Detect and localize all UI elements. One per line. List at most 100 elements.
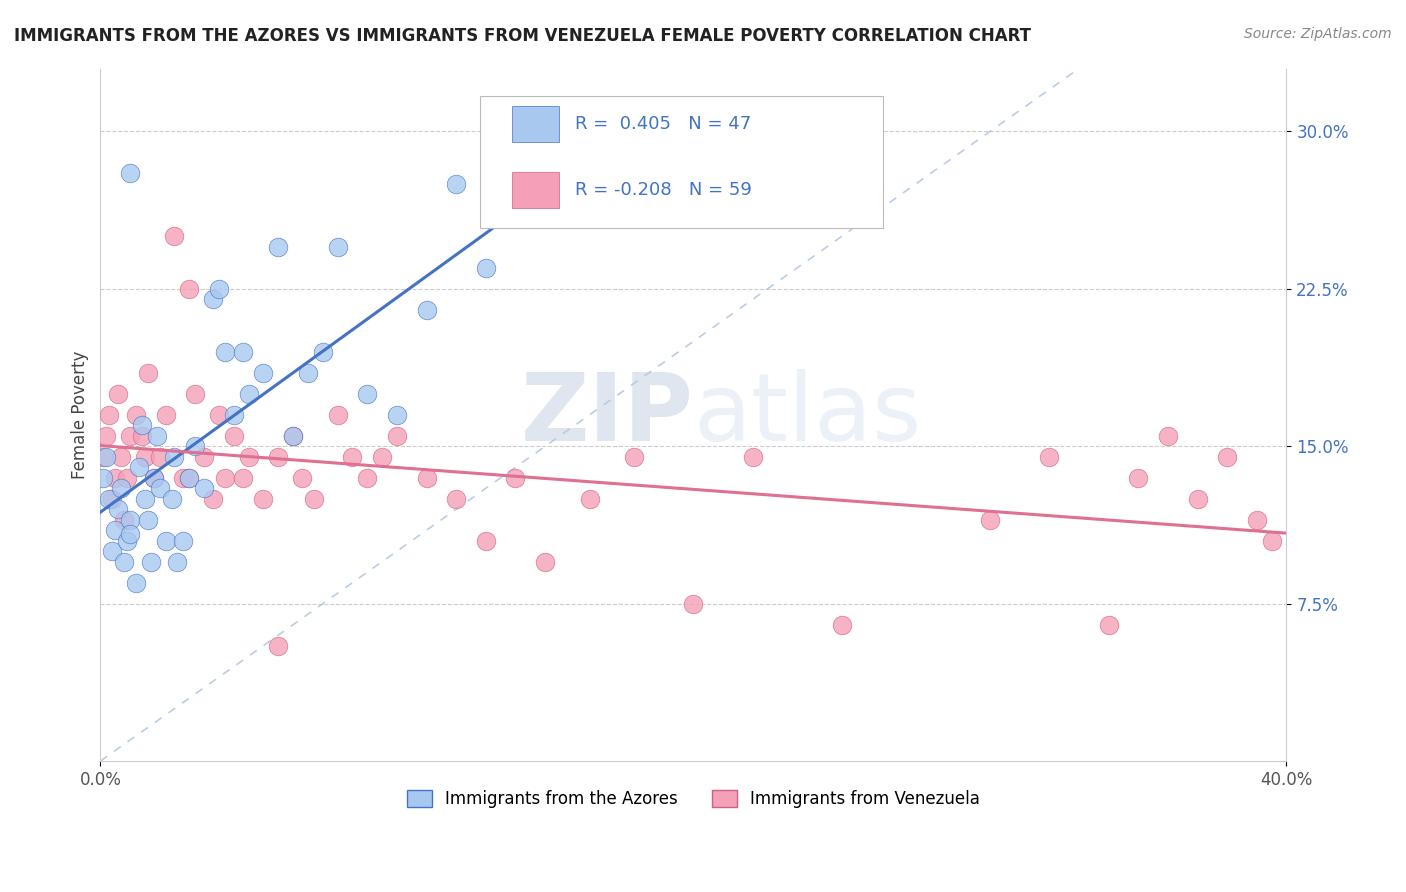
Point: [91, 450, 114, 464]
Point: [326, 240, 349, 254]
Point: [475, 260, 498, 275]
Point: [385, 429, 408, 443]
Text: ZIP: ZIP: [520, 368, 693, 461]
Point: [107, 502, 129, 516]
Point: [356, 471, 378, 485]
Point: [371, 450, 394, 464]
Point: [623, 450, 645, 464]
Point: [267, 240, 290, 254]
Point: [110, 481, 132, 495]
Point: [125, 408, 148, 422]
Legend: Immigrants from the Azores, Immigrants from Venezuela: Immigrants from the Azores, Immigrants f…: [401, 783, 987, 815]
Point: [155, 408, 177, 422]
Point: [118, 429, 141, 443]
Text: atlas: atlas: [693, 368, 922, 461]
FancyBboxPatch shape: [512, 172, 560, 208]
Point: [125, 575, 148, 590]
Point: [741, 450, 763, 464]
Point: [267, 639, 290, 653]
Point: [1157, 429, 1180, 443]
Point: [444, 177, 467, 191]
Point: [112, 555, 135, 569]
Point: [232, 344, 254, 359]
Y-axis label: Female Poverty: Female Poverty: [72, 351, 89, 479]
Point: [505, 471, 527, 485]
Point: [96, 450, 118, 464]
Text: Source: ZipAtlas.com: Source: ZipAtlas.com: [1244, 27, 1392, 41]
Point: [115, 533, 138, 548]
Point: [232, 471, 254, 485]
Point: [115, 471, 138, 485]
Point: [136, 366, 159, 380]
Point: [238, 450, 260, 464]
Point: [179, 471, 201, 485]
Point: [149, 481, 172, 495]
Point: [98, 408, 121, 422]
Point: [139, 555, 162, 569]
Point: [222, 429, 245, 443]
Text: IMMIGRANTS FROM THE AZORES VS IMMIGRANTS FROM VENEZUELA FEMALE POVERTY CORRELATI: IMMIGRANTS FROM THE AZORES VS IMMIGRANTS…: [14, 27, 1031, 45]
Point: [682, 597, 704, 611]
Point: [172, 533, 194, 548]
Point: [202, 293, 225, 307]
Point: [1246, 513, 1268, 527]
Point: [312, 344, 335, 359]
Point: [142, 471, 165, 485]
Point: [415, 302, 437, 317]
Point: [267, 450, 290, 464]
Point: [134, 491, 156, 506]
Point: [155, 533, 177, 548]
Point: [252, 366, 274, 380]
Point: [534, 177, 557, 191]
Text: R = -0.208   N = 59: R = -0.208 N = 59: [575, 181, 752, 199]
Point: [101, 491, 124, 506]
Point: [1038, 450, 1060, 464]
Point: [1216, 450, 1239, 464]
Point: [297, 366, 319, 380]
Point: [179, 471, 201, 485]
Point: [385, 408, 408, 422]
Point: [98, 491, 121, 506]
Point: [91, 471, 114, 485]
Point: [1187, 491, 1209, 506]
Point: [128, 460, 150, 475]
Point: [302, 491, 325, 506]
Point: [104, 471, 127, 485]
Point: [291, 471, 314, 485]
Point: [142, 471, 165, 485]
Point: [179, 282, 201, 296]
Point: [131, 429, 153, 443]
Point: [101, 544, 124, 558]
Point: [112, 513, 135, 527]
Point: [415, 471, 437, 485]
Point: [163, 450, 186, 464]
Point: [342, 450, 364, 464]
FancyBboxPatch shape: [512, 106, 560, 142]
Point: [281, 429, 304, 443]
Point: [214, 471, 236, 485]
Point: [118, 527, 141, 541]
Point: [831, 617, 853, 632]
FancyBboxPatch shape: [479, 96, 883, 227]
Point: [160, 491, 183, 506]
Point: [1128, 471, 1150, 485]
Point: [534, 555, 557, 569]
Point: [1260, 533, 1282, 548]
Point: [979, 513, 1001, 527]
Point: [134, 450, 156, 464]
Point: [96, 429, 118, 443]
Point: [222, 408, 245, 422]
Point: [444, 491, 467, 506]
Point: [145, 429, 167, 443]
Point: [214, 344, 236, 359]
Point: [326, 408, 349, 422]
Point: [118, 513, 141, 527]
Text: R =  0.405   N = 47: R = 0.405 N = 47: [575, 115, 751, 133]
Point: [281, 429, 304, 443]
Point: [202, 491, 225, 506]
Point: [110, 450, 132, 464]
Point: [172, 471, 194, 485]
Point: [208, 408, 231, 422]
Point: [356, 386, 378, 401]
Point: [193, 450, 215, 464]
